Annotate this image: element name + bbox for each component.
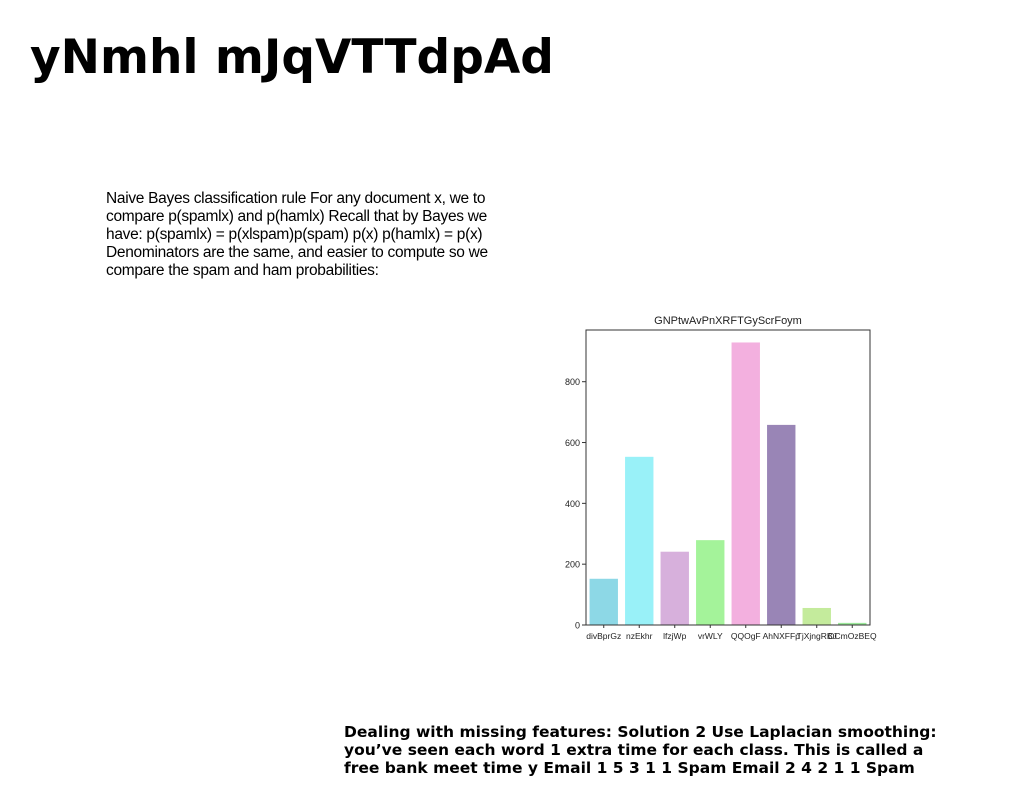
- x-tick-label: nzEkhr: [626, 631, 653, 641]
- x-tick-label: OCmOzBEQ: [828, 631, 877, 641]
- bar-chart-svg: GNPtwAvPnXRFTGyScrFoym 0 200 400 600 800 divB…: [565, 315, 877, 641]
- bar-AhNXFFp: [767, 424, 796, 625]
- bar-lfzjWp: [660, 551, 689, 625]
- bar-TjXjngRBJ: [802, 607, 831, 625]
- bar-QQOgF: [731, 342, 760, 625]
- x-tick-label: vrWLY: [698, 631, 723, 641]
- y-tick-label: 200: [565, 560, 580, 570]
- slide-title: yNmhl mJqVTTdpAd: [30, 30, 554, 85]
- y-tick-label: 0: [575, 621, 580, 631]
- x-tick-label: QQOgF: [731, 631, 761, 641]
- body-paragraph: Naive Bayes classification rule For any …: [106, 190, 488, 279]
- x-tick-label: TjXjngRBJ: [797, 631, 837, 641]
- x-tick-label: divBprGz: [586, 631, 621, 641]
- x-tick-label: AhNXFFp: [763, 631, 801, 641]
- footer-paragraph: Dealing with missing features: Solution …: [344, 723, 937, 777]
- y-tick-label: 600: [565, 438, 580, 448]
- bar-vrWLY: [696, 540, 725, 625]
- bar-chart: GNPtwAvPnXRFTGyScrFoym 0 200 400 600 800 divB…: [550, 305, 880, 650]
- bar-divBprGz: [589, 578, 618, 625]
- plot-frame: [585, 329, 871, 626]
- bar-OCmOzBEQ: [838, 622, 867, 625]
- y-tick-label: 400: [565, 499, 580, 509]
- bar-nzEkhr: [625, 456, 654, 625]
- y-tick-label: 800: [565, 377, 580, 387]
- chart-title: GNPtwAvPnXRFTGyScrFoym: [654, 315, 802, 327]
- x-tick-label: lfzjWp: [663, 631, 686, 641]
